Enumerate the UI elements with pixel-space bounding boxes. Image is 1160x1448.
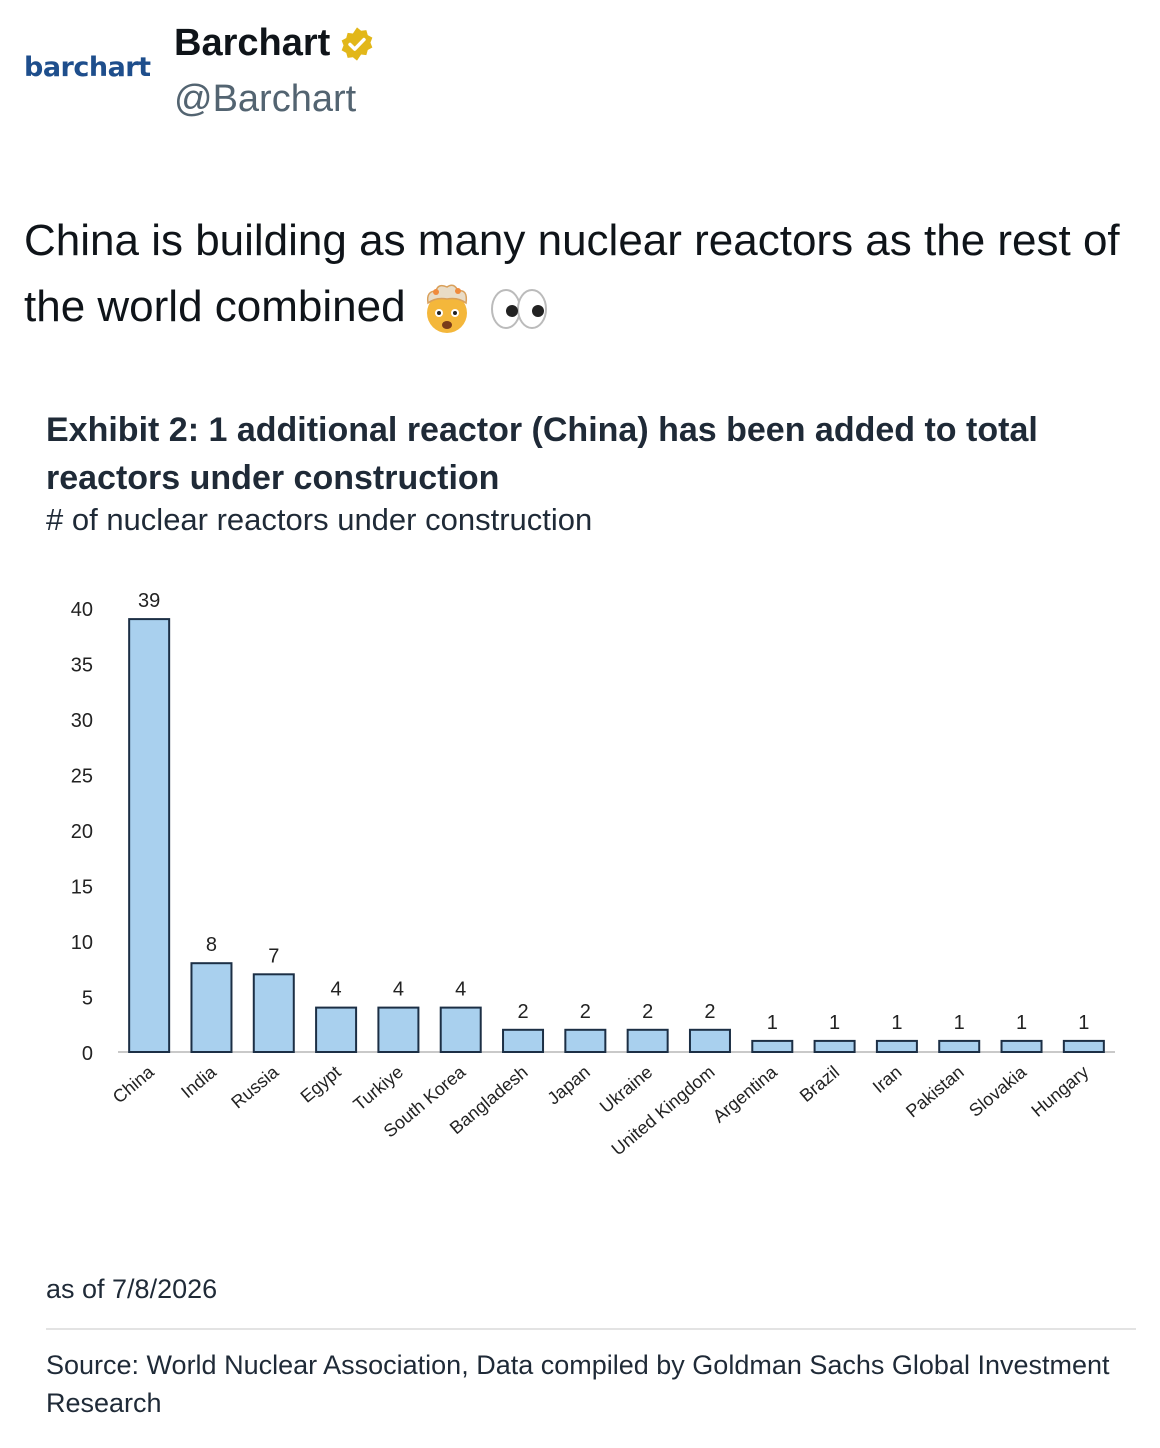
bar — [875, 1039, 918, 1053]
bar — [190, 962, 233, 1054]
x-tick-label: China — [109, 1061, 159, 1107]
y-tick-label: 35 — [71, 655, 93, 677]
data-label: 4 — [331, 979, 342, 1001]
y-tick-label: 10 — [71, 932, 93, 954]
data-label: 39 — [138, 590, 160, 612]
x-tick-label: Turkiye — [349, 1062, 407, 1115]
data-label: 1 — [891, 1012, 902, 1034]
source-note: Source: World Nuclear Association, Data … — [46, 1350, 1110, 1418]
data-label: 2 — [704, 1001, 715, 1023]
barchart-logo[interactable]: barchart — [24, 52, 151, 83]
data-label: 1 — [767, 1012, 778, 1034]
bar — [938, 1039, 981, 1053]
exploding-head-emoji-icon — [426, 284, 467, 334]
x-tick-label: United Kingdom — [608, 1062, 719, 1160]
bar — [813, 1039, 856, 1053]
y-tick-label: 5 — [82, 988, 93, 1010]
y-tick-label: 20 — [71, 821, 93, 843]
data-label: 4 — [393, 979, 404, 1001]
x-tick-label: Russia — [227, 1061, 283, 1112]
x-tick-label: Argentina — [709, 1061, 782, 1126]
bar — [626, 1028, 669, 1053]
user-handle[interactable]: @Barchart — [174, 78, 357, 120]
bar — [751, 1039, 794, 1053]
x-tick-label: Japan — [543, 1062, 593, 1109]
bar — [128, 618, 171, 1053]
x-tick-label: India — [177, 1061, 221, 1102]
y-tick-label: 30 — [71, 710, 93, 732]
data-label: 7 — [268, 945, 279, 967]
x-tick-label: Ukraine — [596, 1062, 656, 1117]
x-tick-label: Brazil — [796, 1062, 843, 1106]
data-label: 1 — [1016, 1012, 1027, 1034]
eyes-emoji-icon — [491, 289, 548, 330]
data-label: 2 — [642, 1001, 653, 1023]
bar — [252, 973, 295, 1053]
display-name-text[interactable]: Barchart — [174, 22, 331, 64]
x-tick-label: Iran — [869, 1062, 906, 1097]
data-label: 1 — [954, 1012, 965, 1034]
data-label: 1 — [1078, 1012, 1089, 1034]
bar-chart: 0 5 10 15 20 25 30 35 40 39 China 8 India 7 Russia 4 Egy… — [71, 590, 1115, 1160]
as-of-date: as of 7/8/2026 — [46, 1274, 218, 1304]
y-tick-label: 40 — [71, 599, 93, 621]
exhibit-title: Exhibit 2: 1 additional reactor (China) … — [46, 411, 1038, 497]
bar — [439, 1006, 482, 1054]
tweet-header: barchart Barchart @Barchart — [0, 0, 1160, 140]
tweet-text: China is building as many nuclear reacto… — [24, 208, 1134, 340]
data-label: 2 — [517, 1001, 528, 1023]
bar — [377, 1006, 420, 1054]
y-tick-label: 0 — [82, 1043, 93, 1065]
data-label: 2 — [580, 1001, 591, 1023]
y-tick-label: 15 — [71, 877, 93, 899]
display-name[interactable]: Barchart — [174, 22, 376, 65]
data-label: 8 — [206, 934, 217, 956]
bar — [315, 1006, 358, 1054]
divider — [46, 1328, 1136, 1330]
bar — [1000, 1039, 1043, 1053]
bar — [1062, 1039, 1105, 1053]
tweet-text-content: China is building as many nuclear reacto… — [24, 216, 1120, 331]
x-tick-label: Pakistan — [902, 1062, 968, 1122]
data-label: 4 — [455, 979, 466, 1001]
x-tick-label: Hungary — [1027, 1062, 1092, 1121]
x-tick-label: Egypt — [297, 1062, 345, 1107]
bar — [688, 1028, 731, 1053]
exhibit-subtitle: # of nuclear reactors under construction — [46, 502, 593, 537]
data-label: 1 — [829, 1012, 840, 1034]
bar — [502, 1028, 545, 1053]
verified-badge-icon — [341, 26, 373, 61]
y-tick-label: 25 — [71, 766, 93, 788]
x-tick-label: Slovakia — [965, 1061, 1031, 1121]
bar — [564, 1028, 607, 1053]
